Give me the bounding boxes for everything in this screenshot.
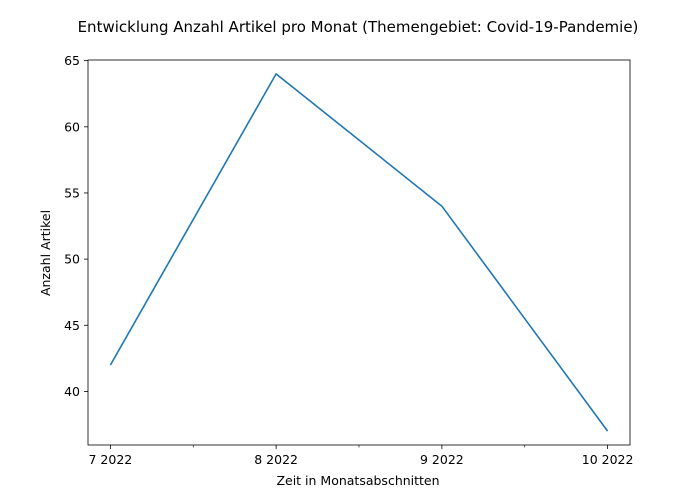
x-tick-label: 10 2022 [582,452,634,467]
y-tick-label: 60 [64,119,80,134]
y-tick-label: 55 [64,185,80,200]
series-line [109,73,609,432]
x-tick-label: 8 2022 [254,452,298,467]
series-layer [109,73,609,432]
y-axis-label: Anzahl Artikel [38,210,53,296]
x-tick-label: 7 2022 [89,452,133,467]
y-tick-label: 45 [64,318,80,333]
chart-title: Entwicklung Anzahl Artikel pro Monat (Th… [78,18,639,36]
y-tick-label: 65 [64,53,80,68]
x-axis: 7 2022 8 2022 9 2022 10 2022 [89,445,634,467]
y-tick-label: 40 [64,384,80,399]
plot-area [87,59,631,446]
y-axis: 40 45 50 55 60 65 [64,53,88,399]
y-tick-label: 50 [64,252,80,267]
x-axis-label: Zeit in Monatsabschnitten [276,473,439,488]
x-tick-label: 9 2022 [420,452,464,467]
plot-frame [87,59,631,446]
